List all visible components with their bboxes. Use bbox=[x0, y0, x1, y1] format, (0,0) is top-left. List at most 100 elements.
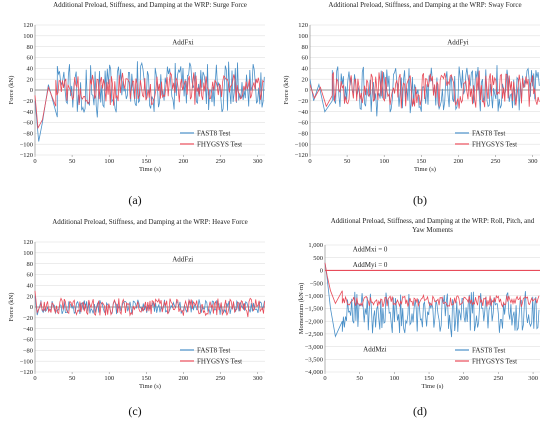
annotation: AddMyi = 0 bbox=[353, 261, 388, 269]
x-tick-label: 150 bbox=[141, 158, 151, 165]
y-tick-label: 20 bbox=[27, 76, 34, 83]
chart-title-line: Additional Preload, Stiffness, and Dampi… bbox=[331, 217, 535, 225]
series-line-fast8-test bbox=[34, 61, 265, 142]
y-tick-label: −2,500 bbox=[305, 331, 323, 338]
x-tick-label: 200 bbox=[459, 375, 469, 382]
legend-label: FAST8 Test bbox=[472, 347, 505, 355]
x-tick-label: 50 bbox=[69, 158, 76, 165]
chart-title-line: Additional Preload, Stiffness, and Dampi… bbox=[53, 1, 247, 9]
x-tick-label: 150 bbox=[416, 158, 426, 165]
y-tick-label: 80 bbox=[27, 44, 34, 51]
x-tick-label: 250 bbox=[494, 375, 504, 382]
y-tick-label: 100 bbox=[23, 250, 33, 257]
y-tick-label: 40 bbox=[302, 66, 309, 73]
annotation: AddMzi bbox=[363, 346, 386, 354]
chart-title-line: Additional Preload, Stiffness, and Dampi… bbox=[328, 1, 521, 9]
x-tick-label: 300 bbox=[253, 375, 263, 382]
y-tick-label: 100 bbox=[298, 33, 308, 40]
y-tick-label: −4,000 bbox=[305, 369, 323, 376]
chart-panel-3: Additional Preload, Stiffness, and Dampi… bbox=[298, 217, 540, 390]
y-tick-label: −500 bbox=[310, 280, 323, 287]
x-tick-label: 100 bbox=[104, 158, 114, 165]
y-tick-label: 0 bbox=[305, 87, 308, 94]
x-tick-label: 250 bbox=[216, 158, 226, 165]
x-tick-label: 300 bbox=[528, 158, 538, 165]
series-line-fhygsys-test bbox=[309, 70, 540, 109]
y-tick-label: −120 bbox=[20, 369, 33, 376]
legend-label: FHYGSYS Test bbox=[197, 141, 242, 149]
series-line-fhygsys-test bbox=[34, 71, 265, 130]
y-axis-label: Momentum (kN·m) bbox=[298, 283, 305, 334]
y-tick-label: −3,000 bbox=[305, 344, 323, 351]
x-tick-label: 300 bbox=[528, 375, 538, 382]
y-tick-label: 120 bbox=[23, 239, 33, 246]
y-tick-label: −80 bbox=[298, 131, 308, 138]
x-tick-label: 300 bbox=[253, 158, 263, 165]
x-axis-label: Time (s) bbox=[414, 166, 436, 173]
y-tick-label: 120 bbox=[298, 22, 308, 29]
x-tick-label: 150 bbox=[424, 375, 434, 382]
annotation: AddFyi bbox=[447, 39, 468, 47]
x-tick-label: 250 bbox=[491, 158, 501, 165]
y-tick-label: −3,500 bbox=[305, 357, 323, 364]
annotation: AddMxi = 0 bbox=[353, 245, 388, 253]
x-tick-label: 100 bbox=[104, 375, 114, 382]
y-tick-label: −100 bbox=[295, 141, 308, 148]
y-tick-label: −80 bbox=[23, 348, 33, 355]
y-tick-label: −1,500 bbox=[305, 306, 323, 313]
y-tick-label: 40 bbox=[27, 283, 34, 290]
legend-label: FAST8 Test bbox=[197, 130, 230, 138]
y-tick-label: 0 bbox=[30, 304, 33, 311]
series-line-fhygsys-test bbox=[324, 262, 540, 308]
y-tick-label: −80 bbox=[23, 131, 33, 138]
y-axis-label: Force (kN) bbox=[8, 293, 15, 322]
y-axis-label: Force (kN) bbox=[8, 76, 15, 105]
y-tick-label: −2,000 bbox=[305, 318, 323, 325]
x-axis-label: Time (s) bbox=[139, 166, 161, 173]
y-tick-label: 0 bbox=[320, 268, 323, 275]
x-tick-label: 100 bbox=[389, 375, 399, 382]
legend-label: FHYGSYS Test bbox=[197, 358, 242, 366]
y-tick-label: −20 bbox=[298, 98, 308, 105]
y-tick-label: 20 bbox=[302, 76, 309, 83]
y-tick-label: −20 bbox=[23, 98, 33, 105]
y-tick-label: 60 bbox=[27, 55, 34, 62]
legend-label: FAST8 Test bbox=[472, 130, 505, 138]
x-tick-label: 50 bbox=[69, 375, 76, 382]
y-tick-label: −60 bbox=[298, 120, 308, 127]
y-tick-label: −40 bbox=[23, 326, 33, 333]
annotation: AddFzi bbox=[172, 256, 193, 264]
panel-label-a: (a) bbox=[128, 193, 141, 207]
chart-panel-2: Additional Preload, Stiffness, and Dampi… bbox=[8, 218, 265, 390]
y-tick-label: −100 bbox=[20, 358, 33, 365]
y-tick-label: −40 bbox=[23, 109, 33, 116]
x-tick-label: 0 bbox=[308, 158, 311, 165]
x-tick-label: 100 bbox=[379, 158, 389, 165]
y-tick-label: −20 bbox=[23, 315, 33, 322]
y-axis-label: Force (kN) bbox=[283, 76, 290, 105]
x-tick-label: 150 bbox=[141, 375, 151, 382]
x-tick-label: 0 bbox=[33, 158, 36, 165]
y-tick-label: −60 bbox=[23, 120, 33, 127]
x-tick-label: 200 bbox=[179, 375, 189, 382]
y-tick-label: 20 bbox=[27, 293, 34, 300]
panel-label-c: (c) bbox=[128, 404, 141, 418]
y-tick-label: 0 bbox=[30, 87, 33, 94]
y-tick-label: 60 bbox=[302, 55, 309, 62]
x-tick-label: 0 bbox=[33, 375, 36, 382]
x-tick-label: 200 bbox=[179, 158, 189, 165]
chart-panel-0: Additional Preload, Stiffness, and Dampi… bbox=[8, 1, 265, 173]
y-tick-label: −60 bbox=[23, 337, 33, 344]
x-axis-label: Time (s) bbox=[139, 383, 161, 390]
x-tick-label: 250 bbox=[216, 375, 226, 382]
legend-label: FAST8 Test bbox=[197, 347, 230, 355]
y-tick-label: −40 bbox=[298, 109, 308, 116]
y-tick-label: 500 bbox=[313, 255, 323, 262]
y-tick-label: 120 bbox=[23, 22, 33, 29]
y-tick-label: 40 bbox=[27, 66, 34, 73]
x-tick-label: 200 bbox=[454, 158, 464, 165]
y-tick-label: −120 bbox=[295, 152, 308, 159]
y-tick-label: 80 bbox=[27, 261, 34, 268]
legend-label: FHYGSYS Test bbox=[472, 141, 517, 149]
